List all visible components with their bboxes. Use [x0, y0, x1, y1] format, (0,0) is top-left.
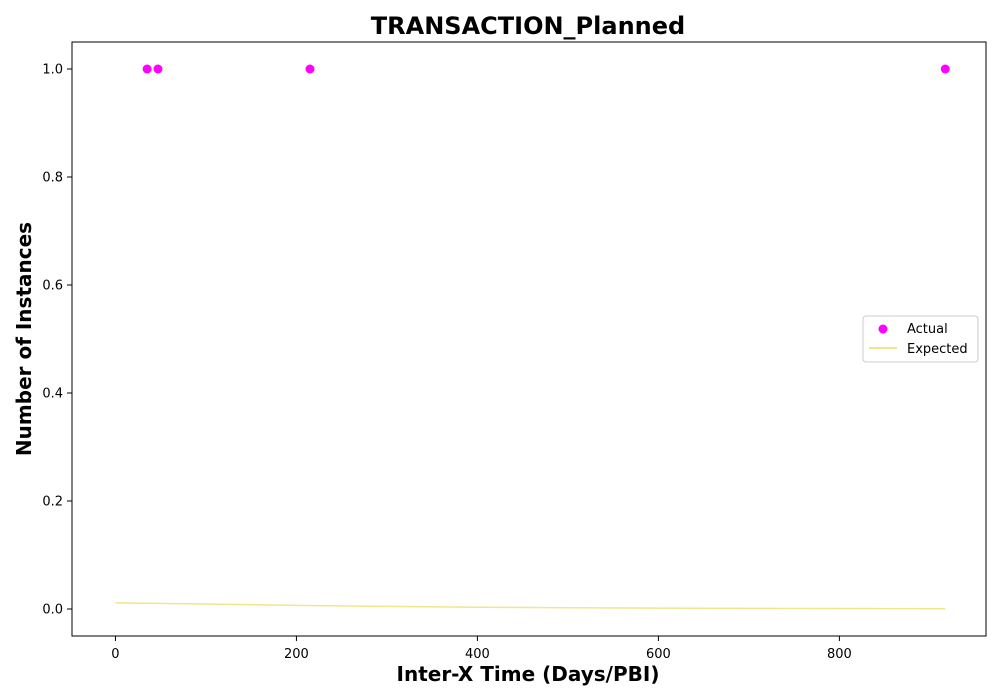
data-point-actual — [940, 64, 950, 74]
chart-title: TRANSACTION_Planned — [371, 12, 685, 40]
x-tick-label: 400 — [465, 647, 490, 662]
legend-label-expected: Expected — [907, 342, 968, 357]
data-point-actual — [305, 64, 315, 74]
legend-box — [862, 315, 979, 363]
y-tick-label: 0.2 — [42, 495, 63, 510]
series-line-expected — [115, 602, 946, 610]
series-layer — [115, 64, 950, 610]
y-axis-title: Number of Instances — [12, 222, 36, 456]
x-tick-label: 800 — [827, 647, 852, 662]
plot-area — [71, 41, 987, 637]
data-point-actual — [142, 64, 152, 74]
y-tick-label: 0.0 — [42, 603, 63, 618]
x-tick-label: 0 — [111, 647, 119, 662]
y-tick-label: 0.4 — [42, 387, 63, 402]
legend-marker-actual — [878, 324, 888, 334]
y-tick-label: 1.0 — [42, 63, 63, 78]
y-tick-label: 0.8 — [42, 171, 63, 186]
x-tick-label: 600 — [646, 647, 671, 662]
x-axis-title: Inter-X Time (Days/PBI) — [397, 662, 660, 686]
legend-label-actual: Actual — [907, 322, 948, 337]
data-point-actual — [153, 64, 163, 74]
y-axis-ticks: 0.0 0.2 0.4 0.6 0.8 1.0 — [42, 63, 72, 618]
legend: Actual Expected — [862, 315, 979, 363]
x-axis-ticks: 0 200 400 600 800 — [111, 636, 852, 662]
x-tick-label: 200 — [284, 647, 309, 662]
y-tick-label: 0.6 — [42, 279, 63, 294]
